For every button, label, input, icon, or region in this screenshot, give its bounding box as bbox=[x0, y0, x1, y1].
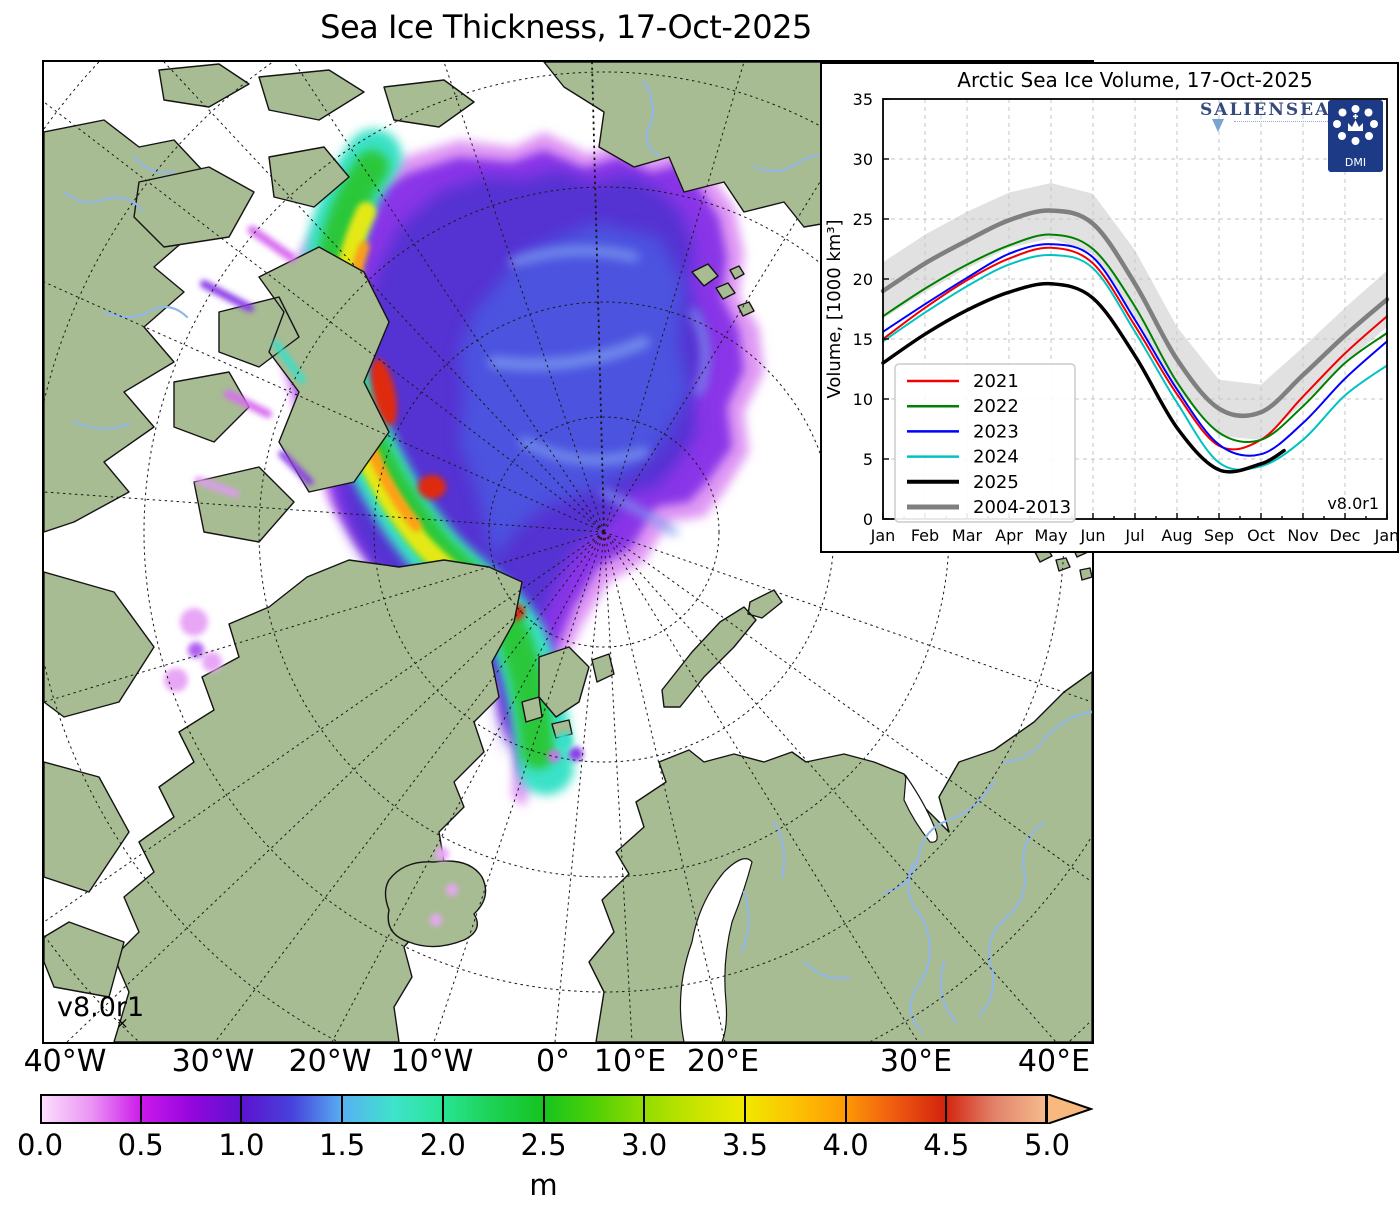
svg-text:2025: 2025 bbox=[973, 472, 1019, 493]
map-x-marker: × bbox=[116, 1014, 129, 1032]
svg-text:5: 5 bbox=[863, 450, 873, 469]
svg-text:Arctic Sea Ice Volume, 17-Oct-: Arctic Sea Ice Volume, 17-Oct-2025 bbox=[957, 68, 1312, 92]
colorbar-tick-label: 3.0 bbox=[621, 1128, 668, 1162]
colorbar-tick-label: 3.5 bbox=[721, 1128, 768, 1162]
longitude-axis-labels: 40°W 30°W 20°W 10°W 0° 10°E 20°E 30°E 40°E bbox=[0, 1044, 1400, 1080]
salienseas-triangle-icon bbox=[1212, 119, 1224, 132]
land-novaya-zemlya bbox=[661, 589, 783, 708]
svg-text:Aug: Aug bbox=[1161, 526, 1192, 545]
svg-text:Jan: Jan bbox=[1374, 526, 1397, 545]
svg-text:25: 25 bbox=[853, 210, 873, 229]
graticule bbox=[44, 62, 1092, 1042]
lon-tick-label: 10°E bbox=[593, 1044, 667, 1079]
svg-text:2024: 2024 bbox=[973, 447, 1019, 468]
colorbar-tick-label: 0.5 bbox=[117, 1128, 164, 1162]
svg-text:Sep: Sep bbox=[1204, 526, 1234, 545]
colorbar-arrow bbox=[1047, 1094, 1093, 1124]
map-canvas bbox=[44, 62, 1092, 1042]
svg-text:May: May bbox=[1034, 526, 1067, 545]
salienseas-logo: SALIENSEAS bbox=[1200, 100, 1350, 134]
colorbar-tick-label: 2.5 bbox=[520, 1128, 567, 1162]
colorbar-tick-label: 2.0 bbox=[419, 1128, 466, 1162]
ice-light-streaks bbox=[488, 245, 710, 536]
svg-text:Oct: Oct bbox=[1247, 526, 1275, 545]
gulf-of-bothnia bbox=[679, 858, 753, 1042]
svg-text:Jun: Jun bbox=[1080, 526, 1106, 545]
colorbar-tick bbox=[945, 1094, 948, 1124]
lon-tick-label: 40°W bbox=[23, 1044, 107, 1079]
lon-tick-label: 20°E bbox=[686, 1044, 760, 1079]
land-svalbard bbox=[521, 646, 615, 739]
colorbar-tick-label: 1.5 bbox=[319, 1128, 366, 1162]
dmi-logo-text: DMI bbox=[1344, 156, 1367, 169]
colorbar-unit-label: m bbox=[529, 1168, 558, 1202]
colorbar-tick bbox=[844, 1094, 847, 1124]
thickness-colorbar: 0.0 0.5 1.0 1.5 2.0 2.5 3.0 3.5 4.0 4.5 5.0 m bbox=[0, 1090, 1400, 1210]
svg-text:Dec: Dec bbox=[1330, 526, 1361, 545]
land-severnaya-zemlya bbox=[691, 263, 755, 317]
svg-text:Feb: Feb bbox=[911, 526, 939, 545]
colorbar-tick-label: 4.0 bbox=[822, 1128, 869, 1162]
svg-text:0: 0 bbox=[863, 510, 873, 529]
svg-text:15: 15 bbox=[853, 330, 873, 349]
colorbar-tick bbox=[643, 1094, 646, 1124]
svg-text:Volume, [1000 km³]: Volume, [1000 km³] bbox=[824, 219, 845, 398]
channel-ice bbox=[164, 225, 583, 926]
svg-text:Nov: Nov bbox=[1287, 526, 1318, 545]
svg-text:v8.0r1: v8.0r1 bbox=[1327, 494, 1379, 513]
svg-text:10: 10 bbox=[853, 390, 873, 409]
svg-text:20: 20 bbox=[853, 270, 873, 289]
white-sea bbox=[903, 774, 938, 843]
colorbar-tick-label: 1.0 bbox=[218, 1128, 265, 1162]
svg-text:2021: 2021 bbox=[973, 371, 1019, 392]
dmi-crown-icon bbox=[1333, 105, 1378, 145]
lon-tick-label: 30°W bbox=[171, 1044, 255, 1079]
lon-tick-label: 30°E bbox=[879, 1044, 953, 1079]
ice-blue-core bbox=[459, 222, 689, 562]
colorbar-tick bbox=[441, 1094, 444, 1124]
salienseas-tagline-rule bbox=[1234, 121, 1328, 122]
colorbar-tick bbox=[139, 1094, 142, 1124]
svg-text:2023: 2023 bbox=[973, 421, 1019, 442]
svg-text:2022: 2022 bbox=[973, 396, 1019, 417]
map-version-label: v8.0r1 bbox=[57, 992, 145, 1023]
colorbar-tick bbox=[341, 1094, 344, 1124]
colorbar-tick-label: 5.0 bbox=[1023, 1128, 1071, 1162]
svg-text:Jan: Jan bbox=[870, 526, 896, 545]
svg-text:Apr: Apr bbox=[995, 526, 1023, 545]
land-arctic-islands bbox=[133, 63, 475, 543]
land-baffin-labrador bbox=[44, 571, 155, 998]
colorbar-tick bbox=[743, 1094, 746, 1124]
svg-text:30: 30 bbox=[853, 150, 873, 169]
sea-ice-volume-inset-chart: Jan Feb Mar Apr May Jun Jul Aug Sep Oct Nov Dec Jan 0… bbox=[820, 62, 1399, 553]
lon-tick-label: 40°E bbox=[1017, 1044, 1091, 1079]
svg-text:Mar: Mar bbox=[952, 526, 983, 545]
page-title: Sea Ice Thickness, 17-Oct-2025 bbox=[320, 8, 812, 46]
land-iceland bbox=[384, 860, 487, 948]
dmi-logo: DMI bbox=[1328, 100, 1383, 172]
lon-tick-label: 0° bbox=[535, 1044, 571, 1079]
colorbar-tick-label: 0.0 bbox=[16, 1128, 64, 1162]
lon-tick-label: 20°W bbox=[288, 1044, 372, 1079]
lon-tick-label: 10°W bbox=[390, 1044, 474, 1079]
svg-text:Jul: Jul bbox=[1124, 526, 1144, 545]
svg-text:35: 35 bbox=[853, 90, 873, 109]
colorbar-tick bbox=[542, 1094, 545, 1124]
salienseas-logo-text: SALIENSEAS bbox=[1200, 100, 1345, 120]
colorbar-tick bbox=[240, 1094, 243, 1124]
svg-text:2004-2013: 2004-2013 bbox=[973, 497, 1071, 518]
colorbar-tick-label: 4.5 bbox=[923, 1128, 970, 1162]
